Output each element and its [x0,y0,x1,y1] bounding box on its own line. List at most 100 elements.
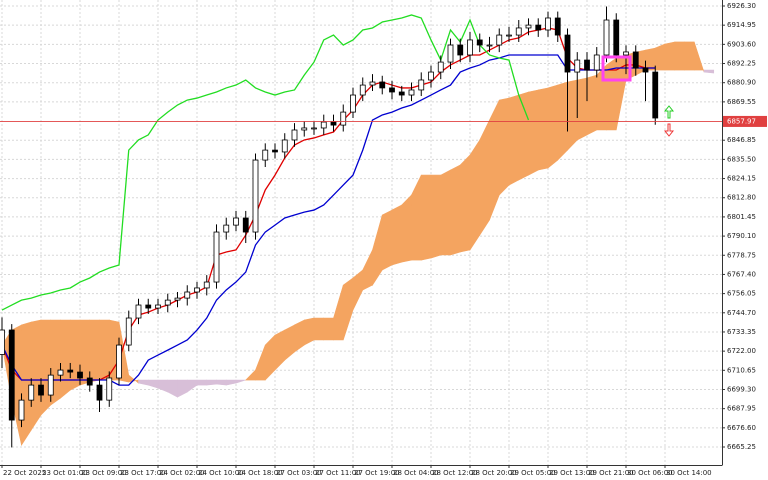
cloud-segment [674,41,685,71]
cloud-segment [518,91,529,181]
candle-body [447,44,454,63]
candle-body [8,329,15,421]
x-tick-label: 29 Oct 13:00 [549,469,595,477]
x-tick-label: 23 Oct 09:00 [81,469,127,477]
candle-body [18,399,25,421]
candle-body [233,217,239,226]
cloud-segment [537,87,549,171]
y-tick-label: 6744.70 [727,309,756,317]
cloud-segment [645,47,656,71]
x-tick-label: 24 Oct 10:00 [198,469,244,477]
cloud-segment [703,69,715,74]
y-tick-label: 6903.60 [727,40,756,48]
cloud-segment [508,94,520,186]
cloud-segment [479,119,490,237]
y-tick-label: 6778.75 [727,251,756,259]
sell-arrow [663,123,675,137]
x-tick-label: 27 Oct 19:00 [354,469,400,477]
y-tick-label: 6801.45 [727,213,756,221]
cloud-segment [391,204,403,266]
candle-body [0,329,5,355]
candle-body [389,87,395,93]
cloud-segment [430,174,442,259]
candle-body [252,159,259,233]
candle-body [496,34,503,46]
buy-arrow [663,105,675,119]
cloud-segment [459,154,471,253]
cloud-segment [381,209,393,271]
candle-body [223,224,230,233]
candle-body [457,44,464,56]
candle-body [564,34,571,73]
candle-body [184,291,191,299]
y-tick-label: 6687.95 [727,405,756,413]
y-tick-label: 6733.35 [727,328,756,336]
current-price-label: 6857.97 [727,117,756,125]
candle-body [164,299,171,306]
y-tick-label: 6756.05 [727,290,756,298]
cloud-segment [567,79,578,151]
cloud-segment [654,43,666,71]
candle-body [359,84,366,96]
x-tick-label: 28 Oct 12:00 [432,469,478,477]
candle-body [652,71,659,119]
candle-body [613,19,620,56]
cloud-segment [420,174,432,261]
x-tick-label: 30 Oct 14:00 [666,469,712,477]
cloud-segment [216,379,227,386]
cloud-segment [586,74,598,136]
candle-body [545,17,551,31]
candle-body [398,91,405,96]
cloud-segment [206,379,217,386]
candle-body [525,24,532,29]
y-tick-label: 6835.50 [727,155,756,163]
x-tick-label: 24 Oct 18:00 [237,469,283,477]
candles [0,6,659,448]
x-tick-label: 23 Oct 17:00 [120,469,166,477]
candle-body [174,297,181,301]
cloud-segment [21,321,32,447]
candle-body [155,304,161,309]
candle-body [145,304,152,309]
highlight-box [601,55,632,82]
candle-body [418,79,425,91]
candle-body [28,384,35,401]
cloud-segment [313,317,325,341]
y-tick-label: 6926.30 [727,2,756,10]
candle-body [506,34,512,37]
x-tick-label: 28 Oct 20:00 [471,469,517,477]
x-tick-label: 22 Oct 2025 [3,469,46,477]
y-tick-label: 6665.25 [727,443,756,451]
candle-body [281,139,288,153]
cloud-segment [684,41,695,71]
candle-body [47,374,54,396]
cloud-segment [196,379,208,386]
candle-body [203,281,210,289]
cloud-segment [664,41,676,71]
candle-body [311,127,317,130]
candle-body [213,231,220,283]
candle-body [584,59,590,71]
cloud-segment [401,194,412,263]
cloud-segment [323,317,334,341]
candle-body [67,369,74,373]
candle-body [554,17,561,36]
cloud-segment [30,319,42,432]
y-tick-label: 6869.55 [727,98,756,106]
candle-body [369,81,376,86]
x-tick-label: 29 Oct 21:00 [588,469,634,477]
candle-body [272,149,278,153]
y-tick-label: 6846.85 [727,136,756,144]
candle-body [632,51,639,69]
candle-body [350,94,356,113]
cloud-segment [89,319,100,383]
x-tick-label: 27 Oct 11:00 [315,469,361,477]
cloud-segment [60,319,71,399]
candle-body [125,317,132,346]
candle-body [96,384,103,401]
candle-body [408,89,415,96]
candle-body [603,19,610,56]
candle-body [330,121,337,126]
